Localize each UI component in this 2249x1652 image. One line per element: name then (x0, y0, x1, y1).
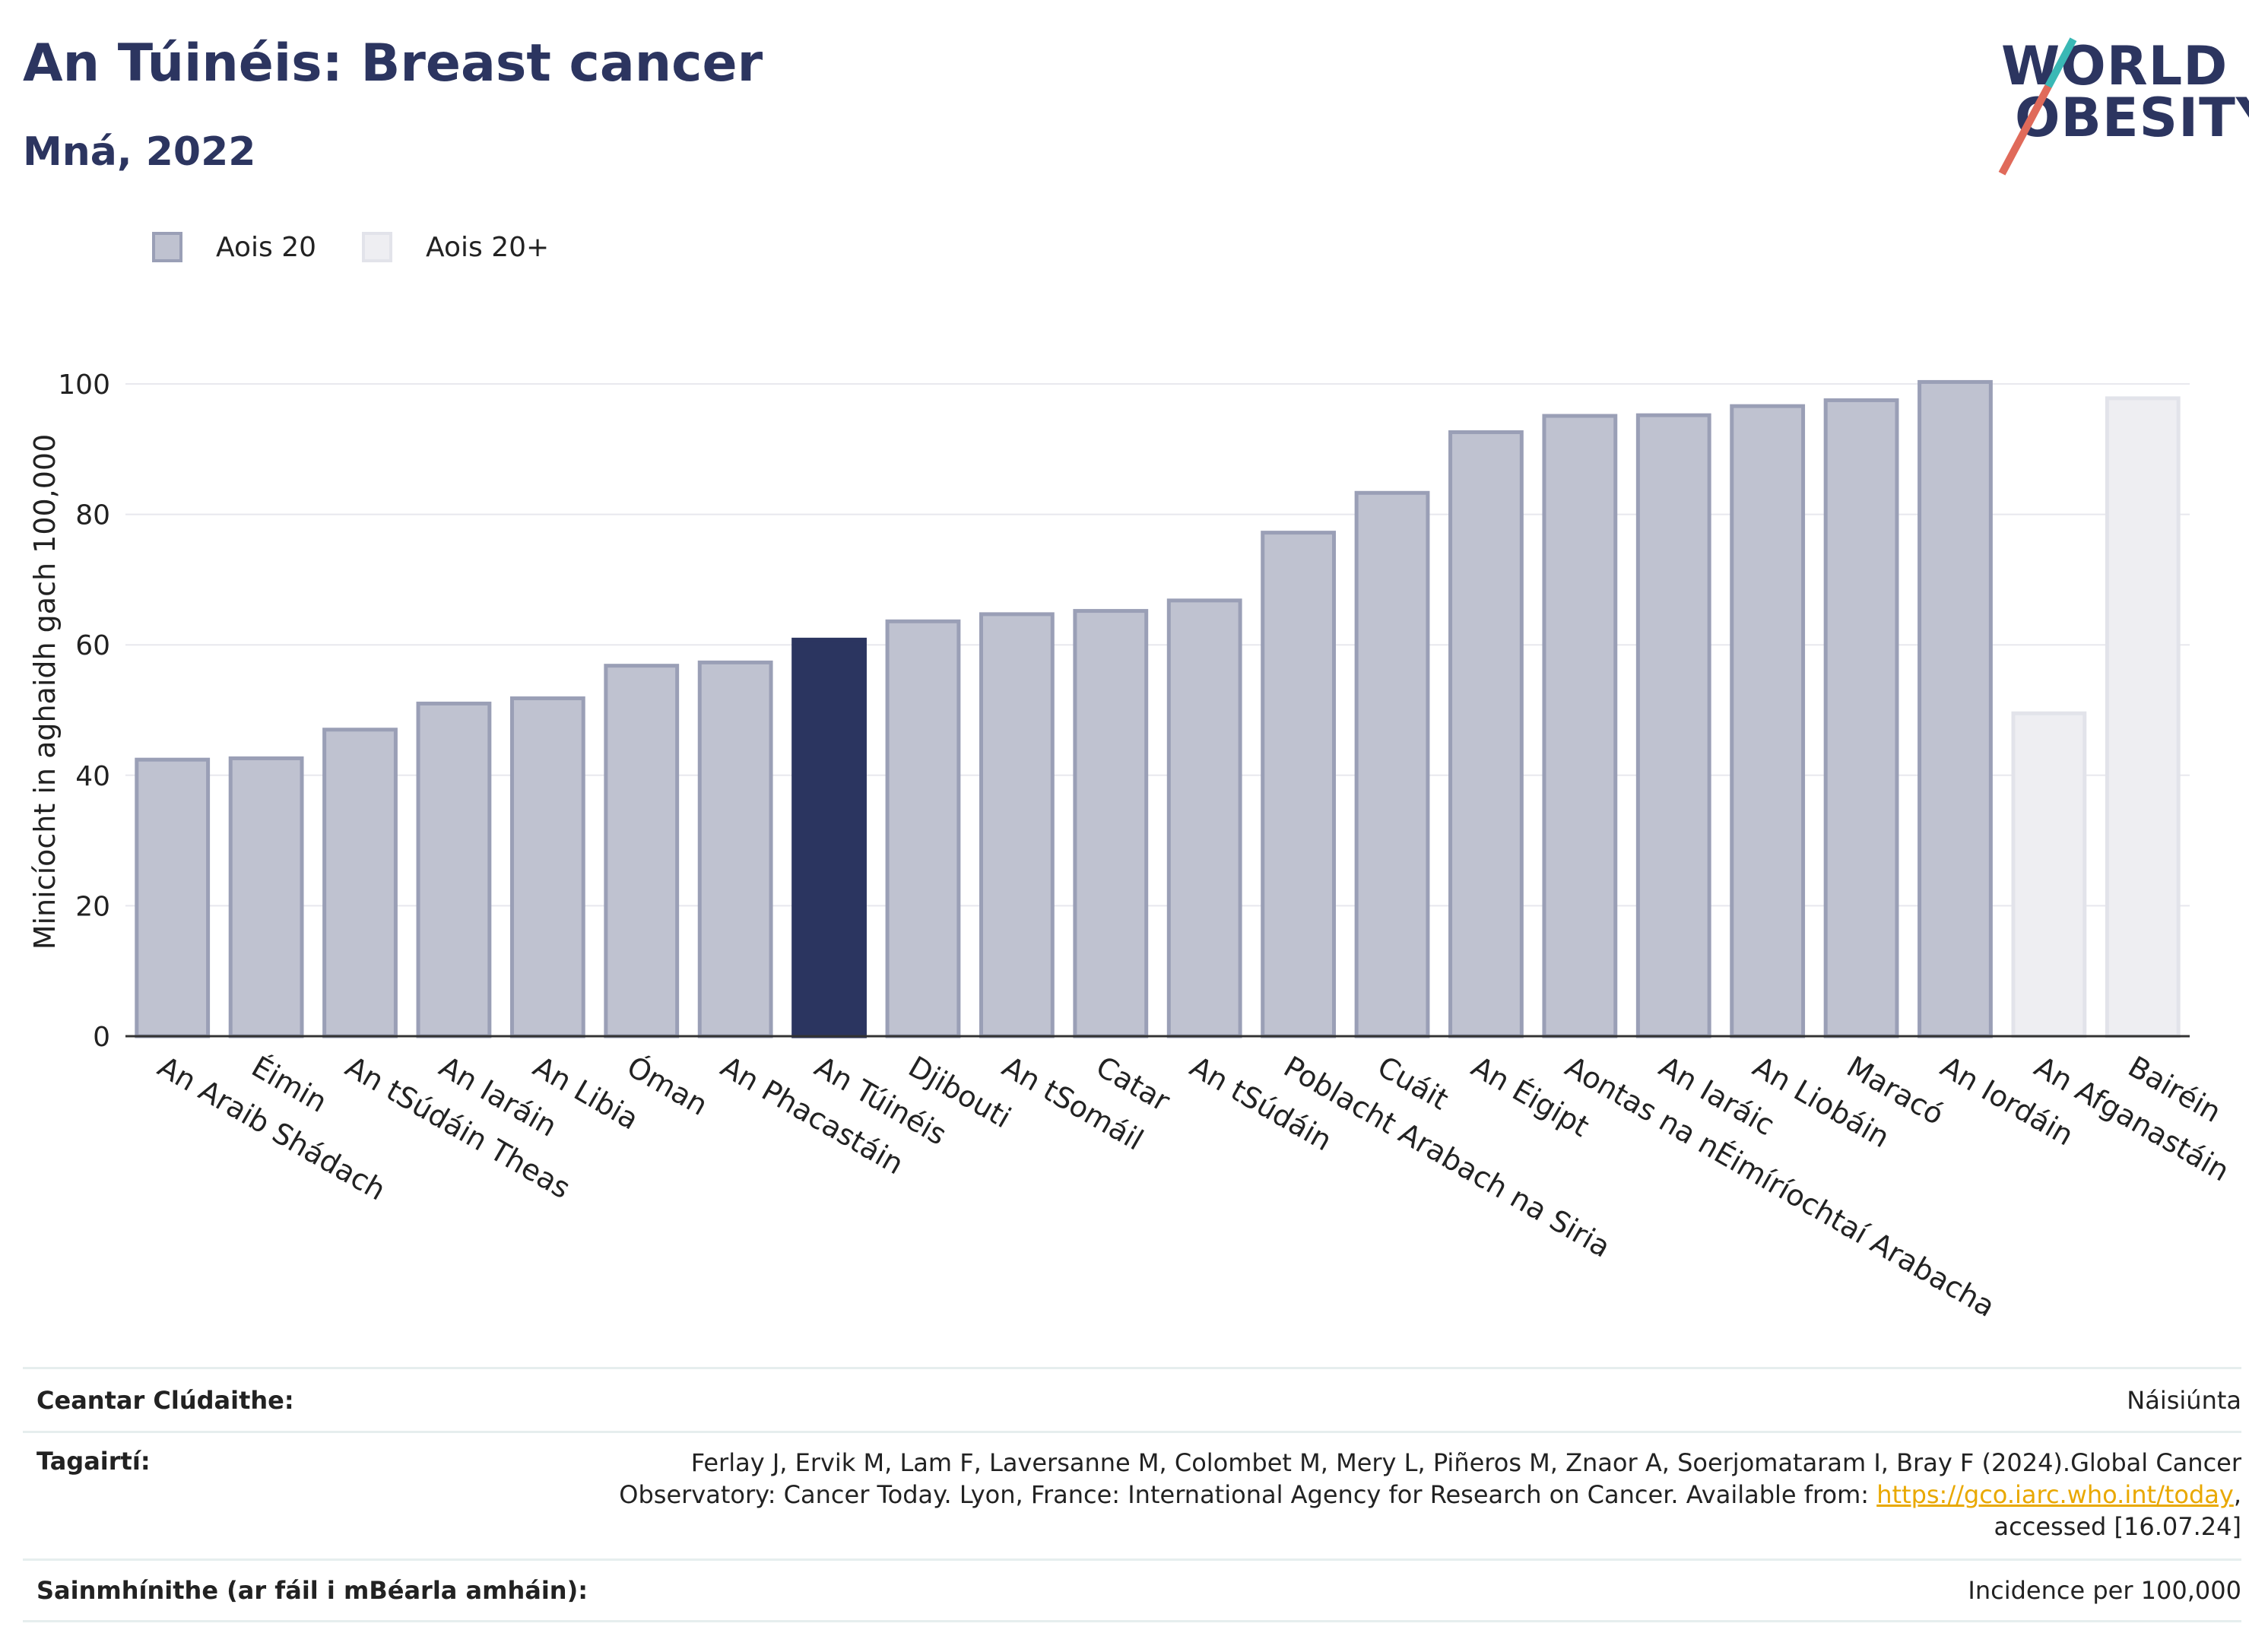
references-text: Ferlay J, Ervik M, Lam F, Laversanne M, … (619, 1447, 2241, 1558)
bar[interactable] (1354, 490, 1430, 1038)
footer-row-definitions: Sainmhínithe (ar fáil i mBéarla amháin):… (23, 1558, 2241, 1622)
bar[interactable] (791, 637, 867, 1038)
references-label: Tagairtí: (36, 1447, 151, 1476)
legend-label-age20: Aois 20 (216, 231, 317, 263)
bar[interactable] (1448, 430, 1524, 1038)
legend-label-age20plus: Aois 20+ (426, 231, 550, 263)
references-line-3: accessed [16.07.24] (1994, 1512, 2241, 1541)
y-tick-label: 0 (93, 1022, 110, 1053)
legend-swatch-age20 (152, 232, 182, 262)
bar[interactable] (2011, 711, 2087, 1038)
y-tick-label: 40 (75, 761, 110, 792)
bar[interactable] (509, 696, 585, 1038)
bar[interactable] (1261, 531, 1337, 1038)
bar[interactable] (1073, 609, 1149, 1038)
references-line-2-text: Observatory: Cancer Today. Lyon, France:… (619, 1480, 1877, 1509)
info-footer: Ceantar Clúdaithe: Náisiúnta Tagairtí: F… (23, 1367, 2241, 1622)
bar[interactable] (228, 756, 304, 1038)
legend-item-age20[interactable]: Aois 20 (152, 232, 316, 263)
y-tick-label: 80 (75, 500, 110, 531)
world-obesity-logo: WORLD OBESITY (1992, 23, 2249, 176)
page-title: An Túinéis: Breast cancer (23, 33, 763, 94)
bar[interactable] (322, 728, 398, 1038)
legend-swatch-age20plus (362, 232, 393, 262)
bar[interactable] (1635, 413, 1711, 1038)
coverage-label: Ceantar Clúdaithe: (36, 1385, 294, 1415)
definitions-label: Sainmhínithe (ar fáil i mBéarla amháin): (36, 1576, 588, 1605)
y-tick-label: 60 (75, 630, 110, 661)
logo-text-obesity: OBESITY (2015, 87, 2249, 149)
bar[interactable] (1823, 398, 1899, 1038)
page-subtitle: Mná, 2022 (23, 129, 256, 175)
chart-legend: Aois 20 Aois 20+ (152, 224, 595, 270)
bar[interactable] (979, 612, 1055, 1038)
footer-row-references: Tagairtí: Ferlay J, Ervik M, Lam F, Lave… (23, 1431, 2241, 1558)
references-line-2: Observatory: Cancer Today. Lyon, France:… (619, 1479, 2241, 1511)
bar[interactable] (2105, 396, 2181, 1038)
bar[interactable] (604, 664, 680, 1038)
definitions-value: Incidence per 100,000 (1968, 1576, 2241, 1605)
references-line-1: Ferlay J, Ervik M, Lam F, Laversanne M, … (690, 1448, 2241, 1477)
bar[interactable] (1730, 404, 1806, 1038)
footer-row-coverage: Ceantar Clúdaithe: Náisiúnta (23, 1367, 2241, 1431)
references-link[interactable]: https://gco.iarc.who.int/today (1876, 1480, 2234, 1509)
y-axis-label: Minicíocht in aghaidh gach 100,000 (28, 434, 62, 950)
bar[interactable] (135, 757, 211, 1038)
references-line-2-end: , (2233, 1480, 2241, 1509)
y-tick-label: 20 (75, 891, 110, 922)
legend-item-age20plus[interactable]: Aois 20+ (362, 232, 549, 263)
bar[interactable] (885, 619, 961, 1038)
logo-text-world: WORLD (2001, 35, 2228, 97)
bar[interactable] (416, 701, 492, 1038)
bar[interactable] (1166, 598, 1242, 1038)
bar[interactable] (1542, 414, 1618, 1038)
bar[interactable] (1918, 379, 1993, 1038)
y-tick-label: 100 (58, 369, 110, 401)
coverage-value: Náisiúnta (2127, 1385, 2241, 1415)
bar[interactable] (697, 660, 773, 1038)
